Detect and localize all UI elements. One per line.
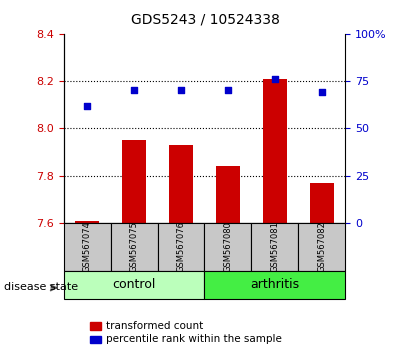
Bar (216, 166, 240, 223)
Bar (252, 223, 298, 271)
Text: GSM567081: GSM567081 (270, 222, 279, 272)
Point (84, 103, 90, 108)
Point (178, 88, 184, 93)
Bar (90, 322, 101, 330)
Bar (64, 223, 111, 271)
Point (319, 90, 325, 95)
Text: disease state: disease state (4, 282, 78, 292)
Bar (90, 336, 101, 343)
Text: transformed count: transformed count (106, 321, 203, 331)
Bar (298, 223, 345, 271)
Point (131, 88, 137, 93)
Text: percentile rank within the sample: percentile rank within the sample (106, 335, 282, 344)
Point (272, 76, 278, 82)
Bar (64, 271, 205, 299)
Text: GDS5243 / 10524338: GDS5243 / 10524338 (131, 12, 280, 27)
Bar (205, 223, 252, 271)
Bar (263, 79, 286, 223)
Text: control: control (112, 279, 156, 291)
Bar (310, 183, 333, 223)
Text: arthritis: arthritis (250, 279, 300, 291)
Text: GSM567082: GSM567082 (317, 222, 326, 272)
Bar (169, 145, 193, 223)
Point (225, 88, 231, 93)
Text: GSM567074: GSM567074 (83, 222, 92, 272)
Text: GSM567075: GSM567075 (129, 222, 139, 272)
Bar (111, 223, 157, 271)
Bar (157, 223, 205, 271)
Bar (205, 271, 345, 299)
Bar (122, 140, 146, 223)
Bar (76, 221, 99, 223)
Text: GSM567080: GSM567080 (224, 222, 233, 272)
Text: GSM567076: GSM567076 (176, 221, 185, 273)
